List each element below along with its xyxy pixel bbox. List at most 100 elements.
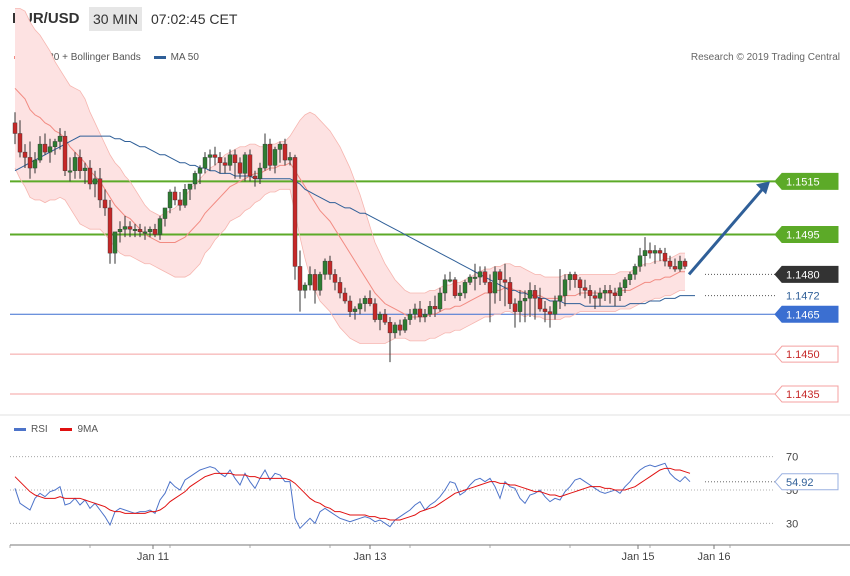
candle-body [657, 250, 663, 254]
legend-label-ma50: MA 50 [170, 52, 199, 63]
candle [237, 157, 243, 179]
candle [197, 165, 203, 185]
rsi-tick-label: 70 [786, 452, 798, 464]
candle-body [237, 162, 243, 174]
candle-body [42, 143, 48, 153]
candle [637, 247, 643, 272]
candle-body [497, 271, 503, 280]
candle [32, 152, 38, 174]
candle [207, 149, 213, 171]
candle [667, 255, 673, 270]
candle-body [222, 162, 228, 166]
candle [342, 287, 348, 304]
candle [677, 255, 683, 272]
candle-body [682, 260, 688, 267]
candle-body [522, 298, 528, 302]
candle [12, 112, 18, 145]
candle-body [262, 143, 268, 169]
candle [27, 141, 33, 179]
candle [672, 258, 678, 272]
rsi-ma-line [14, 467, 691, 521]
candle [612, 287, 618, 307]
candle [602, 285, 608, 301]
candle [492, 266, 498, 304]
candle-body [37, 143, 43, 161]
candle-body [337, 282, 343, 294]
candle-body [272, 149, 278, 166]
candle-body [677, 260, 683, 270]
candle [262, 133, 268, 171]
candle [257, 162, 263, 185]
candle [202, 152, 208, 174]
candle [77, 149, 83, 179]
candle-body [122, 226, 128, 230]
candle [107, 199, 113, 264]
candle [497, 269, 503, 301]
candle-body [547, 311, 553, 315]
candle-body [182, 189, 188, 206]
candle-body [377, 314, 383, 320]
candle [52, 138, 58, 155]
candle-body [602, 290, 608, 294]
candle-body [642, 250, 648, 256]
candle [422, 308, 428, 323]
candle-body [127, 226, 133, 230]
candle [382, 308, 388, 325]
candle [242, 152, 248, 182]
candle [542, 300, 548, 323]
candle-body [202, 157, 208, 169]
candle-body [132, 229, 138, 231]
candle [227, 149, 233, 171]
candle [307, 266, 313, 291]
candle [192, 170, 198, 190]
candle-body [87, 167, 93, 185]
candle-body [652, 250, 658, 254]
candle [112, 231, 118, 264]
candle-body [347, 300, 353, 312]
candle [252, 170, 258, 187]
candle-body [507, 282, 513, 304]
clock-label: 07:02:45 CET [151, 11, 238, 27]
candle-body [157, 218, 163, 235]
candle [57, 128, 63, 150]
candle [147, 226, 153, 238]
candle [137, 223, 143, 238]
candle-body [277, 143, 283, 150]
timeframe-button[interactable]: 30 MIN [89, 7, 142, 31]
level-lines [10, 180, 775, 395]
projection-arrow-head [756, 181, 770, 195]
candle [17, 120, 23, 158]
candle [472, 263, 478, 291]
candle-body [557, 295, 563, 302]
candle [447, 271, 453, 283]
candle-body [242, 154, 248, 174]
ma20-line [14, 87, 685, 318]
candle-body [512, 303, 518, 312]
candle-body [342, 292, 348, 302]
candle-body [372, 303, 378, 320]
price-label-2: 1.1480 [774, 265, 839, 283]
candle-body [417, 308, 423, 318]
candle [487, 274, 493, 323]
candle-body [587, 290, 593, 296]
candle-body [427, 306, 433, 315]
candle-body [432, 306, 438, 310]
candle [277, 141, 283, 163]
candle [297, 250, 303, 312]
candle-body [667, 260, 673, 267]
candle-body [592, 295, 598, 299]
candle [682, 258, 688, 270]
candle [582, 279, 588, 299]
candle [617, 282, 623, 301]
candle [67, 157, 73, 182]
candle-body [77, 157, 83, 171]
legend-swatch-rsi [14, 427, 26, 431]
candle-body [352, 308, 358, 312]
price-label-1: 1.1495 [774, 226, 839, 244]
candle-body [562, 279, 568, 296]
candle-body [382, 314, 388, 323]
candle [407, 308, 413, 325]
x-tick-label: Jan 15 [621, 551, 654, 563]
legend-swatch-9ma [60, 427, 73, 431]
